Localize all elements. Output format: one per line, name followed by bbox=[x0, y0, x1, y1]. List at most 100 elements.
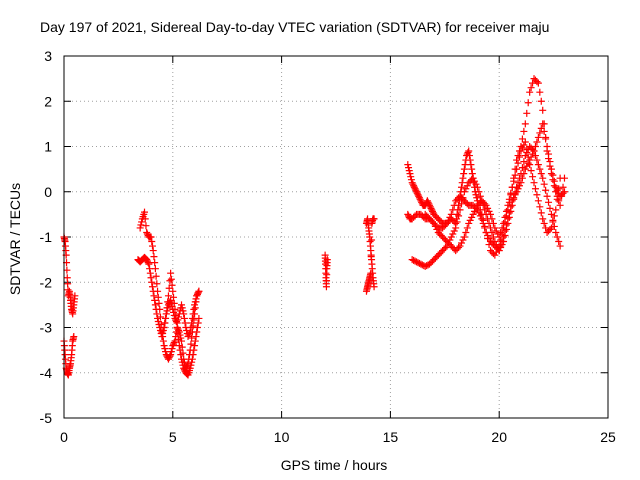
data-point bbox=[469, 210, 477, 218]
data-point bbox=[168, 281, 176, 289]
data-point bbox=[71, 292, 79, 300]
x-tick-label: 5 bbox=[169, 429, 177, 445]
data-point bbox=[187, 324, 195, 331]
data-point bbox=[502, 225, 510, 233]
data-point bbox=[425, 200, 433, 208]
data-point bbox=[158, 333, 166, 341]
data-point bbox=[526, 161, 534, 169]
data-point bbox=[191, 342, 199, 350]
data-point bbox=[560, 188, 568, 196]
data-point bbox=[176, 346, 184, 354]
data-point bbox=[514, 152, 522, 160]
data-point bbox=[546, 204, 554, 212]
data-point bbox=[169, 287, 177, 295]
data-point bbox=[520, 158, 528, 166]
data-point bbox=[159, 327, 167, 335]
data-point bbox=[167, 299, 175, 307]
data-point bbox=[481, 200, 489, 208]
data-point bbox=[322, 283, 330, 291]
data-point bbox=[193, 328, 201, 336]
data-point bbox=[472, 180, 480, 188]
data-point bbox=[547, 224, 555, 232]
data-point bbox=[146, 269, 154, 277]
data-point bbox=[424, 198, 432, 206]
data-point bbox=[488, 215, 496, 223]
data-point bbox=[168, 302, 176, 310]
data-point bbox=[550, 212, 558, 220]
data-point bbox=[136, 224, 144, 232]
data-point bbox=[370, 283, 378, 291]
data-point bbox=[151, 259, 159, 267]
data-point bbox=[173, 319, 181, 327]
data-point bbox=[430, 219, 438, 227]
data-point bbox=[447, 210, 455, 218]
data-point bbox=[180, 314, 188, 322]
data-point bbox=[426, 203, 434, 211]
x-tick-label: 0 bbox=[60, 429, 68, 445]
data-point bbox=[168, 345, 176, 353]
data-point bbox=[533, 138, 541, 146]
y-tick-label: 3 bbox=[44, 48, 52, 64]
data-point bbox=[188, 319, 196, 327]
data-point bbox=[466, 156, 474, 164]
data-point bbox=[459, 236, 467, 244]
data-point bbox=[524, 153, 532, 161]
data-point bbox=[455, 244, 463, 252]
data-point bbox=[460, 170, 468, 178]
data-point bbox=[323, 271, 331, 279]
data-point bbox=[518, 144, 526, 152]
data-point bbox=[428, 206, 436, 214]
data-point bbox=[153, 310, 161, 318]
data-point bbox=[468, 213, 476, 221]
data-point bbox=[534, 133, 542, 141]
data-point bbox=[409, 180, 417, 188]
data-point bbox=[188, 358, 196, 366]
data-point bbox=[187, 340, 195, 348]
data-point bbox=[523, 146, 531, 154]
data-point bbox=[559, 189, 567, 197]
data-point bbox=[514, 159, 522, 167]
data-point bbox=[539, 120, 547, 128]
data-point bbox=[508, 183, 516, 191]
data-point bbox=[410, 182, 418, 190]
data-point bbox=[537, 97, 545, 105]
data-point bbox=[520, 141, 528, 149]
data-point bbox=[323, 277, 331, 285]
data-point bbox=[543, 143, 551, 150]
data-point bbox=[192, 333, 200, 341]
data-point bbox=[148, 238, 156, 246]
data-point bbox=[178, 304, 186, 312]
data-point bbox=[143, 257, 151, 265]
data-point bbox=[457, 200, 465, 208]
data-point bbox=[476, 192, 484, 200]
data-point bbox=[549, 171, 557, 179]
data-point bbox=[539, 174, 547, 182]
data-point bbox=[489, 219, 497, 227]
data-point bbox=[514, 179, 522, 187]
data-point bbox=[471, 207, 479, 215]
data-point bbox=[485, 235, 493, 243]
data-point bbox=[155, 299, 163, 307]
data-point bbox=[556, 174, 564, 182]
data-point bbox=[164, 292, 172, 300]
plot-frame bbox=[63, 55, 609, 419]
data-point bbox=[536, 88, 544, 96]
data-point bbox=[542, 135, 550, 143]
data-point bbox=[175, 313, 183, 321]
data-point bbox=[413, 188, 421, 196]
data-point bbox=[534, 79, 542, 87]
data-point bbox=[368, 236, 376, 244]
data-point bbox=[146, 265, 154, 273]
data-point bbox=[545, 198, 553, 206]
x-tick-label: 15 bbox=[383, 429, 399, 445]
data-point bbox=[517, 147, 525, 155]
data-point bbox=[550, 177, 558, 185]
data-point bbox=[186, 364, 194, 372]
data-point bbox=[414, 191, 422, 199]
y-tick-label: -4 bbox=[40, 365, 53, 381]
data-point bbox=[459, 194, 467, 202]
data-point bbox=[170, 339, 178, 347]
data-point bbox=[527, 167, 535, 175]
data-point bbox=[169, 305, 177, 313]
data-point bbox=[154, 293, 162, 301]
